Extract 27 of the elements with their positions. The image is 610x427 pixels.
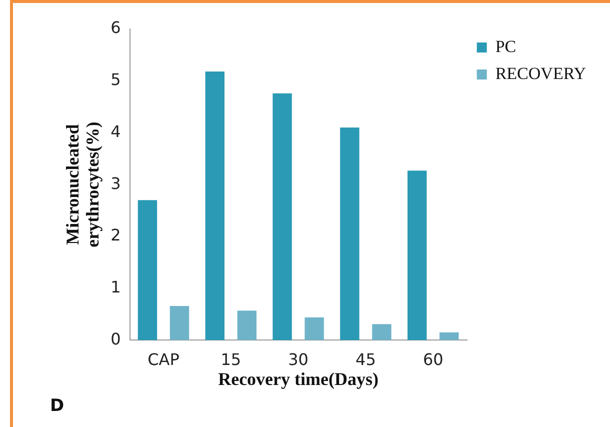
bar [372, 324, 392, 340]
bar [272, 93, 292, 340]
bar [205, 72, 224, 340]
bar [304, 317, 324, 340]
legend-label: RECOVERY [495, 64, 586, 83]
x-tick-label: 45 [356, 350, 376, 369]
y-tick-label: 0 [110, 329, 121, 348]
bar [340, 128, 360, 340]
bar [138, 200, 158, 340]
text: D [50, 396, 64, 416]
y-tick-label: 4 [110, 122, 121, 141]
y-tick-label: 5 [110, 70, 121, 90]
bar [237, 310, 257, 340]
y-axis-title: Micronucleated erythrocytes(%) [62, 122, 102, 248]
bar [440, 332, 459, 340]
x-tick-label: 30 [288, 350, 308, 369]
y-tick-label: 1 [110, 277, 121, 296]
x-tick-label: 60 [422, 350, 444, 369]
x-tick-label: 15 [220, 350, 242, 369]
legend-label: PC [495, 36, 516, 56]
y-tick-label: 2 [110, 226, 121, 245]
bar [170, 306, 190, 340]
bar [408, 170, 427, 340]
y-tick-label: 6 [110, 18, 121, 38]
x-tick-label: CAP [148, 350, 180, 369]
y-tick-label: 3 [110, 174, 121, 193]
x-axis-title: Recovery time(Days) [218, 368, 379, 389]
